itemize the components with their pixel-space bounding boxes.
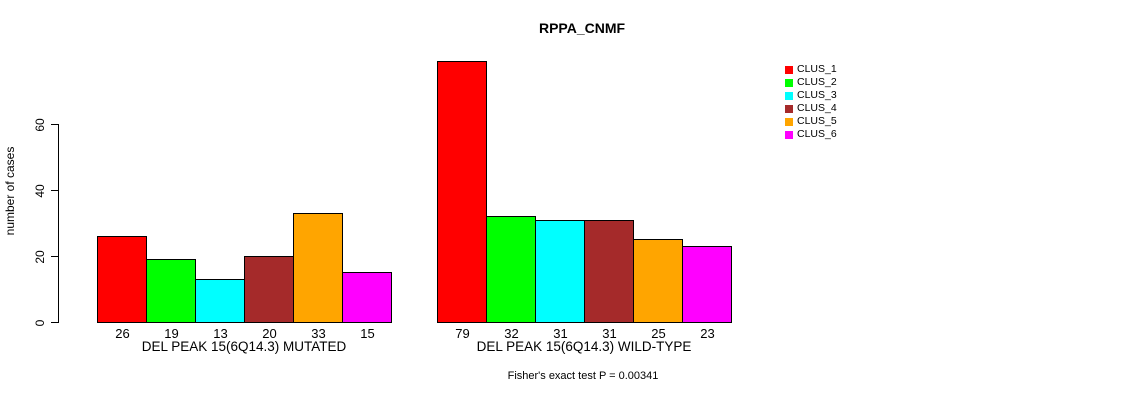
x-axis-group-label: DEL PEAK 15(6Q14.3) MUTATED — [141, 339, 347, 354]
legend-label: CLUS_1 — [797, 63, 837, 75]
y-axis-tick — [51, 322, 58, 323]
legend-swatch — [785, 104, 793, 113]
y-axis-tick-label: 20 — [33, 250, 47, 264]
bar-clus_2-group2 — [486, 216, 536, 323]
y-axis-line — [58, 124, 59, 323]
bar-clus_1-group1 — [97, 236, 147, 323]
bar-clus_1-group2 — [437, 61, 487, 323]
y-axis-tick — [51, 190, 58, 191]
legend-label: CLUS_2 — [797, 76, 837, 88]
bar-value-label: 13 — [213, 326, 228, 341]
legend-label: CLUS_4 — [797, 102, 837, 114]
y-axis-tick-label: 40 — [33, 184, 47, 198]
legend-label: CLUS_6 — [797, 128, 837, 140]
bar-value-label: 32 — [504, 326, 519, 341]
bar-clus_6-group1 — [342, 272, 392, 323]
x-axis-group-label: DEL PEAK 15(6Q14.3) WILD-TYPE — [476, 339, 692, 354]
legend-item: CLUS_5 — [785, 115, 837, 128]
bar-clus_4-group2 — [584, 220, 634, 323]
bar-clus_4-group1 — [244, 256, 294, 323]
bar-value-label: 33 — [311, 326, 326, 341]
legend-item: CLUS_1 — [785, 63, 837, 76]
legend-item: CLUS_3 — [785, 89, 837, 102]
legend-swatch — [785, 91, 793, 100]
legend-item: CLUS_4 — [785, 102, 837, 115]
footnote: Fisher's exact test P = 0.00341 — [507, 370, 659, 382]
bar-value-label: 79 — [455, 326, 470, 341]
legend-swatch — [785, 78, 793, 87]
legend-swatch — [785, 117, 793, 126]
legend-item: CLUS_2 — [785, 76, 837, 89]
legend-swatch — [785, 65, 793, 74]
y-axis-tick-label: 0 — [33, 319, 47, 327]
bar-value-label: 25 — [651, 326, 666, 341]
chart-title: RPPA_CNMF — [538, 20, 626, 36]
legend-label: CLUS_5 — [797, 115, 837, 127]
bar-clus_3-group1 — [195, 279, 245, 323]
y-axis-tick — [51, 256, 58, 257]
bar-clus_2-group1 — [146, 259, 196, 323]
legend-item: CLUS_6 — [785, 128, 837, 141]
y-axis-label: number of cases — [3, 146, 17, 236]
y-axis-tick-label: 60 — [33, 118, 47, 132]
legend: CLUS_1 CLUS_2 CLUS_3 CLUS_4 CLUS_5 CLUS_6 — [785, 63, 837, 141]
y-axis-tick — [51, 124, 58, 125]
legend-label: CLUS_3 — [797, 89, 837, 101]
legend-swatch — [785, 130, 793, 139]
bar-value-label: 31 — [602, 326, 617, 341]
bar-value-label: 20 — [262, 326, 277, 341]
bar-clus_6-group2 — [682, 246, 732, 323]
bar-value-label: 23 — [700, 326, 715, 341]
bar-clus_5-group1 — [293, 213, 343, 323]
bar-value-label: 31 — [553, 326, 568, 341]
bar-value-label: 26 — [115, 326, 130, 341]
bar-value-label: 15 — [360, 326, 375, 341]
bar-clus_5-group2 — [633, 239, 683, 323]
bar-value-label: 19 — [164, 326, 179, 341]
bar-clus_3-group2 — [535, 220, 585, 323]
